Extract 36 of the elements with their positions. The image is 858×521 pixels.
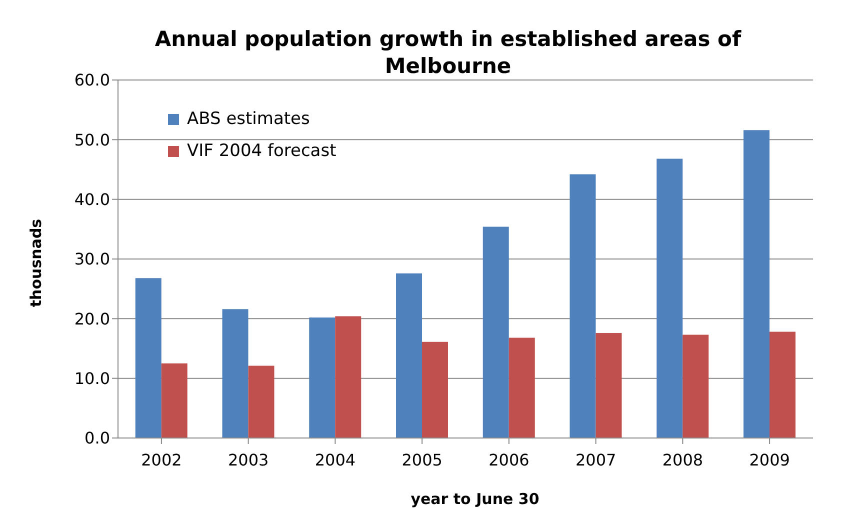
chart-title: Annual population growth in established areas of Melbourne: [154, 26, 742, 80]
x-axis-title: year to June 30: [410, 490, 540, 508]
bar: [135, 278, 162, 438]
bar: [570, 174, 596, 438]
x-tick-label: 2006: [488, 450, 530, 470]
bar: [309, 317, 336, 438]
bar: [682, 334, 709, 438]
y-tick-label: 40.0: [74, 190, 110, 210]
bar: [161, 363, 188, 438]
y-tick-label: 60.0: [74, 70, 110, 90]
y-tick-label: 30.0: [74, 250, 110, 269]
x-tick-label: 2002: [141, 450, 182, 470]
x-tick-label: 2008: [662, 450, 704, 470]
y-tick-label: 0.0: [84, 428, 110, 448]
legend-label: VIF 2004 forecast: [187, 140, 336, 163]
x-tick-label: 2009: [749, 450, 790, 470]
bar: [770, 332, 796, 438]
bar: [422, 342, 448, 438]
x-tick-label: 2004: [314, 450, 356, 470]
legend-label: ABS estimates: [187, 108, 310, 131]
bar: [596, 332, 622, 438]
bar: [656, 158, 683, 438]
y-axis-title: thousnads: [27, 218, 46, 308]
bar: [248, 366, 274, 438]
x-tick-label: 2003: [228, 450, 269, 470]
y-tick-label: 10.0: [74, 369, 110, 388]
bar: [396, 273, 422, 438]
y-tick-label: 20.0: [74, 309, 110, 328]
bar: [222, 309, 248, 438]
bar: [508, 338, 535, 438]
bar: [744, 130, 770, 438]
x-tick-label: 2005: [402, 450, 442, 470]
y-tick-label: 50.0: [74, 130, 110, 150]
x-tick-label: 2007: [575, 450, 616, 470]
bar: [482, 226, 509, 438]
bar: [335, 316, 362, 438]
